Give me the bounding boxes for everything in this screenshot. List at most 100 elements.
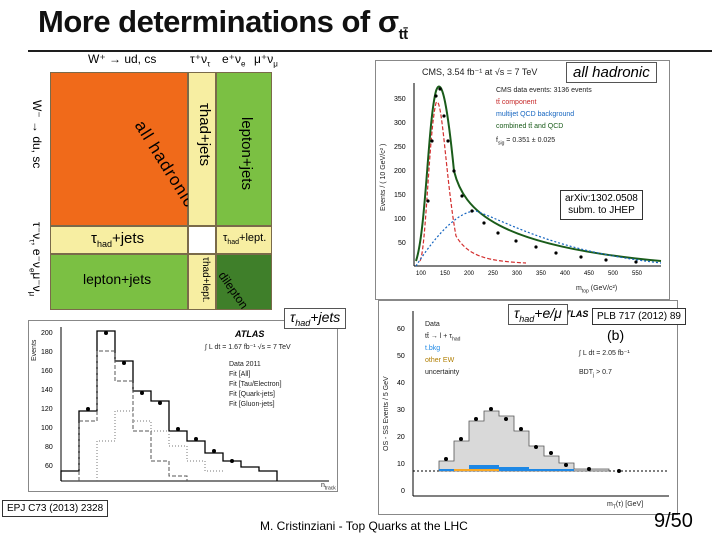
atlas-jets-legend-3: Fit [Quark-jets] [229,391,275,398]
top-label-tau: τ⁺ντ [190,52,211,69]
cms-ytick: 200 [394,168,406,175]
tau-jets-vertical-label: τhad+jets [196,103,213,167]
atlas-emu-ylabel: OS - SS Events / 5 GeV [383,376,390,451]
cms-reference: arXiv:1302.0508 subm. to JHEP [560,190,643,220]
atlas-jets-legend-2: Fit [Tau/Electron] [229,381,282,388]
atlas-emu-ytick: 10 [397,461,405,468]
top-label-e: e⁺νe [222,52,246,69]
atlas-jets-ytick: 160 [41,368,53,375]
top-label-w-hadronic: W⁺ → ud, cs [88,52,157,66]
cms-xtick: 300 [512,271,523,277]
slide-title-text: More determinations of σ [38,4,399,39]
atlas-jets-brand: ATLAS [235,329,265,339]
cell-tau-jets-top: τhad+jets [188,72,216,226]
atlas-jets-ytick: 120 [41,406,53,413]
cell-dilepton: dilepton [215,254,272,312]
cms-ttbar-curve [419,101,527,264]
atlas-emu-panel-label: (b) [607,327,625,343]
atlas-emu-ytick: 30 [397,407,405,414]
cell-lepton-jets-top: lepton+jets [216,72,272,226]
epj-reference: EPJ C73 (2013) 2328 [2,500,109,517]
cms-legend-3: combined tt̄ and QCD [496,123,564,130]
atlas-jets-ytick: 60 [45,463,53,470]
left-label-w-hadronic: W⁻ → du, sc [30,100,44,169]
top-label-mu: μ⁺νμ [254,52,278,69]
dilepton-label: dilepton [215,269,252,312]
atlas-emu-legend-0: Data [425,321,440,328]
atlas-emu-otherew [454,469,499,471]
tau-lept-vertical-label: τhad+lept. [200,257,211,303]
lepton-jets-vertical-label: lepton+jets [238,117,255,190]
cms-qcd-curve [415,210,662,267]
cms-all-hadronic-plot: 350 300 250 200 150 100 50 100 150 200 2… [375,60,670,300]
atlas-jets-data [86,331,234,463]
atlas-emu-ytick: 0 [401,488,405,495]
all-hadronic-tag: all hadronic [566,62,657,83]
plb-reference: PLB 717 (2012) 89 [592,308,686,325]
atlas-jets-legend-0: Data 2011 [229,361,261,368]
cms-xtick: 400 [560,271,571,277]
atlas-emu-ytick: 50 [397,353,405,360]
atlas-jets-ytick: 140 [41,387,53,394]
atlas-emu-legend-1: tt̄ → l + τhad [425,333,461,343]
cms-combined-curve [415,85,662,262]
cms-legend-fsig: fsig = 0.351 ± 0.025 [496,137,556,147]
tau-lept-horizontal-label: τhad+lept. [223,232,267,247]
atlas-emu-legend-3: t.bkg [425,345,441,352]
atlas-emu-plot-svg: 60 50 40 30 20 10 0 [397,311,669,497]
tau-jets-tag: τhad+jets [284,308,347,329]
cms-xtick: 450 [584,271,595,277]
slide-title: More determinations of σtt̄ [38,4,408,43]
page-number: 9/50 [654,510,693,532]
cms-ytick: 150 [394,192,406,199]
cms-xlabel: mtop (GeV/c²) [576,285,618,295]
cms-xtick: 250 [488,271,499,277]
cms-xtick: 350 [536,271,547,277]
cell-tau-jets-left: τhad+jets [50,226,188,254]
atlas-emu-ytick: 60 [397,326,405,333]
atlas-emu-data [444,407,621,473]
cms-ytick: 250 [394,144,406,151]
cms-xtick: 550 [632,271,643,277]
atlas-jets-legend-1: Fit [All] [229,371,251,378]
cms-ytick: 350 [394,96,406,103]
atlas-emu-lumi: ∫ L dt = 2.05 fb⁻¹ [579,350,630,357]
cell-lepton-jets-left: lepton+jets [50,254,188,310]
tau-jets-horizontal-label: τhad+jets [91,230,145,249]
cms-legend-1: tt̄ component [496,99,537,106]
atlas-jets-fit-quark [96,410,223,481]
cms-xtick: 200 [464,271,475,277]
slide-title-subscript: tt̄ [398,26,409,44]
cms-ytick: 300 [394,120,406,127]
cms-xtick: 100 [416,271,427,277]
cms-legend-2: multijet QCD background [496,111,575,118]
atlas-emu-xlabel: mT(τ) [GeV] [607,501,644,511]
atlas-emu-legend-4: other EW [425,357,455,364]
cms-ytick: 50 [398,240,406,247]
atlas-emu-legend-5: uncertainty [425,369,460,376]
cms-xtick: 150 [440,271,451,277]
atlas-emu-ytick: 40 [397,380,405,387]
cms-legend-0: CMS data events: 3136 events [496,87,592,94]
atlas-jets-ytick: 80 [45,444,53,451]
cms-header: CMS, 3.54 fb⁻¹ at √s = 7 TeV [422,67,538,77]
atlas-jets-ylabel: Events [31,339,38,361]
cms-data-points [426,87,638,264]
atlas-emu-brand: ATLAS [559,309,589,319]
footer-text: M. Cristinziani - Top Quarks at the LHC [256,518,472,534]
atlas-jets-ytick: 100 [41,425,53,432]
cell-tau-tau [188,226,216,254]
atlas-jets-fit-tau [78,350,188,481]
tau-emu-tag: τhad+e/μ [508,304,568,325]
atlas-emu-ytick: 20 [397,434,405,441]
title-divider [28,50,712,52]
cms-ylabel: Events / ( 10 GeV/c² ) [380,143,387,211]
atlas-jets-ytick: 180 [41,349,53,356]
lepton-jets-horizontal-label: lepton+jets [83,271,152,287]
atlas-tau-jets-plot: 200 180 160 140 120 100 80 60 ATLAS ∫ L … [28,320,338,492]
atlas-emu-cut: BDTj > 0.7 [579,369,612,379]
atlas-jets-fit-all [60,330,278,481]
cms-ytick: 100 [394,216,406,223]
cms-xtick: 500 [608,271,619,277]
atlas-jets-plot-svg: 200 180 160 140 120 100 80 60 [41,327,329,482]
